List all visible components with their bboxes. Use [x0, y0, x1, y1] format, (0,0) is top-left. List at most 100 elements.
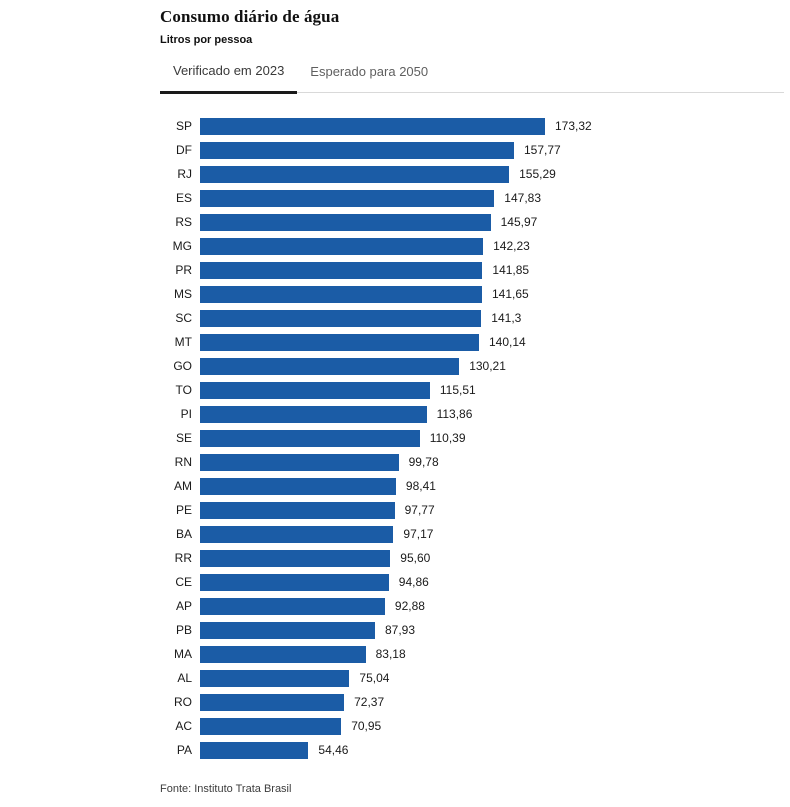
- chart-card: Consumo diário de água Litros por pessoa…: [160, 0, 784, 795]
- bar-row: PI 113,86: [160, 402, 784, 426]
- bar-row: RS 145,97: [160, 210, 784, 234]
- bar-category-label: RO: [174, 695, 192, 709]
- bar[interactable]: [200, 165, 510, 183]
- bar[interactable]: [200, 741, 309, 759]
- bar-value-label: 87,93: [385, 623, 416, 637]
- bar-value-label: 95,60: [400, 551, 431, 565]
- bar-category-label: AC: [175, 719, 192, 733]
- bar[interactable]: [200, 501, 395, 519]
- bar-row: TO 115,51: [160, 378, 784, 402]
- bar-row: SE 110,39: [160, 426, 784, 450]
- bar-chart: SP 173,32 DF 157,77 RJ 155,29 ES 147,83 RS 145,97…: [160, 114, 784, 762]
- bar-category-label: ES: [175, 191, 192, 205]
- bar-value-label: 70,95: [351, 719, 382, 733]
- bar-category-label: BA: [175, 527, 192, 541]
- bar[interactable]: [200, 549, 391, 567]
- bar[interactable]: [200, 477, 396, 495]
- bar-row: PE 97,77: [160, 498, 784, 522]
- tab-verificado-em-2023[interactable]: Verificado em 2023: [160, 63, 298, 94]
- bar-value-label: 92,88: [394, 599, 425, 613]
- bar-category-label: RJ: [177, 167, 192, 181]
- bar-row: RO 72,37: [160, 690, 784, 714]
- bar-category-label: RS: [175, 215, 192, 229]
- bar-value-label: 173,32: [555, 119, 592, 133]
- bar-row: DF 157,77: [160, 138, 784, 162]
- bar[interactable]: [200, 381, 430, 399]
- bar-category-label: PE: [175, 503, 192, 517]
- bar[interactable]: [200, 597, 385, 615]
- bar-category-label: MG: [172, 239, 192, 253]
- bar-value-label: 140,14: [489, 335, 526, 349]
- bar[interactable]: [200, 405, 427, 423]
- bar-value-label: 147,83: [504, 191, 541, 205]
- bar[interactable]: [200, 525, 394, 543]
- bar-category-label: SP: [175, 119, 192, 133]
- bar-row: AP 92,88: [160, 594, 784, 618]
- bar-row: RJ 155,29: [160, 162, 784, 186]
- tab-bar: Verificado em 2023 Esperado para 2050: [160, 63, 784, 94]
- bar-value-label: 98,41: [405, 479, 436, 493]
- bar-category-label: AM: [174, 479, 192, 493]
- bar-category-label: PR: [175, 263, 192, 277]
- bar[interactable]: [200, 429, 420, 447]
- bar-row: CE 94,86: [160, 570, 784, 594]
- bar-category-label: AL: [177, 671, 192, 685]
- bar-row: AC 70,95: [160, 714, 784, 738]
- bar-category-label: PB: [175, 623, 192, 637]
- bar[interactable]: [200, 117, 545, 135]
- bar-row: GO 130,21: [160, 354, 784, 378]
- bar[interactable]: [200, 213, 491, 231]
- bar[interactable]: [200, 189, 495, 207]
- bar[interactable]: [200, 285, 482, 303]
- source-note: Fonte: Instituto Trata Brasil: [160, 783, 292, 795]
- bar-category-label: PI: [180, 407, 192, 421]
- bar[interactable]: [200, 693, 345, 711]
- bar-category-label: RN: [174, 455, 192, 469]
- bar-value-label: 97,17: [403, 527, 434, 541]
- bar-row: PR 141,85: [160, 258, 784, 282]
- bar-category-label: MS: [174, 287, 192, 301]
- bar-value-label: 157,77: [524, 143, 561, 157]
- bar-value-label: 141,65: [492, 287, 529, 301]
- bar-value-label: 110,39: [429, 431, 466, 445]
- bar-row: BA 97,17: [160, 522, 784, 546]
- bar-category-label: SC: [175, 311, 192, 325]
- bar-value-label: 142,23: [493, 239, 530, 253]
- bar[interactable]: [200, 717, 342, 735]
- bar-value-label: 113,86: [436, 407, 473, 421]
- bar-value-label: 72,37: [354, 695, 385, 709]
- bar-row: MS 141,65: [160, 282, 784, 306]
- bar-category-label: MT: [174, 335, 192, 349]
- tab-esperado-para-2050[interactable]: Esperado para 2050: [310, 64, 429, 79]
- bar[interactable]: [200, 573, 389, 591]
- bar-row: SC 141,3: [160, 306, 784, 330]
- bar-row: MG 142,23: [160, 234, 784, 258]
- bar[interactable]: [200, 333, 479, 351]
- bar-row: MT 140,14: [160, 330, 784, 354]
- bar-value-label: 155,29: [519, 167, 556, 181]
- chart-subtitle: Litros por pessoa: [160, 34, 253, 46]
- bar[interactable]: [200, 453, 399, 471]
- bar-value-label: 130,21: [469, 359, 506, 373]
- bar[interactable]: [200, 237, 484, 255]
- bar[interactable]: [200, 309, 482, 327]
- bar-value-label: 141,3: [491, 311, 522, 325]
- bar-category-label: PA: [176, 743, 192, 757]
- bar[interactable]: [200, 261, 483, 279]
- bar-row: PA 54,46: [160, 738, 784, 762]
- bar[interactable]: [200, 141, 514, 159]
- bar-row: ES 147,83: [160, 186, 784, 210]
- bar-value-label: 54,46: [318, 743, 349, 757]
- bar-row: SP 173,32: [160, 114, 784, 138]
- bar-category-label: CE: [175, 575, 192, 589]
- bar[interactable]: [200, 669, 350, 687]
- bar[interactable]: [200, 357, 460, 375]
- bar[interactable]: [200, 645, 366, 663]
- bar-value-label: 145,97: [500, 215, 538, 229]
- bar-value-label: 99,78: [408, 455, 439, 469]
- bar-value-label: 75,04: [359, 671, 390, 685]
- bar-category-label: RR: [174, 551, 192, 565]
- bar[interactable]: [200, 621, 375, 639]
- bar-row: AL 75,04: [160, 666, 784, 690]
